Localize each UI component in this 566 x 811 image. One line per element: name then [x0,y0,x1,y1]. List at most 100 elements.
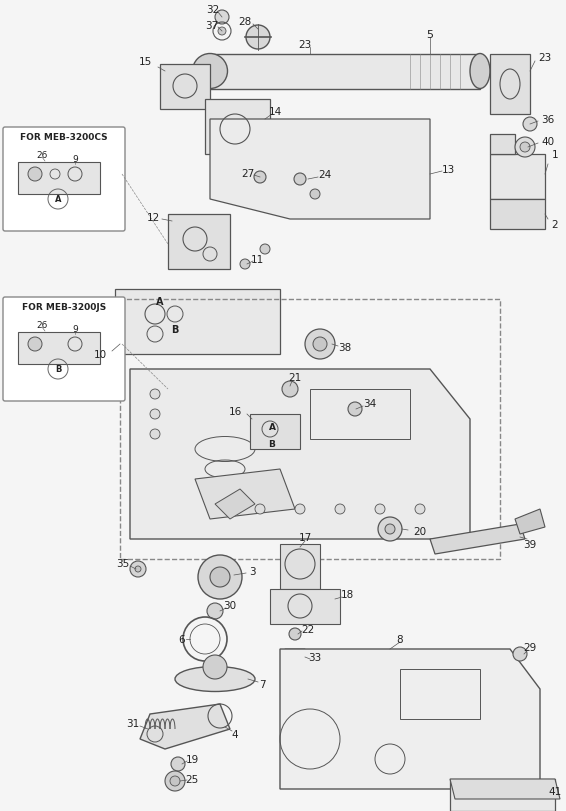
Text: 32: 32 [207,5,220,15]
Circle shape [28,168,42,182]
Text: 5: 5 [427,30,434,40]
Polygon shape [490,135,515,155]
Ellipse shape [175,667,255,692]
Circle shape [255,504,265,514]
Circle shape [28,337,42,351]
Polygon shape [210,55,480,90]
Text: 18: 18 [340,590,354,599]
Polygon shape [515,509,545,534]
Circle shape [260,245,270,255]
Text: 39: 39 [524,539,537,549]
Ellipse shape [192,54,228,89]
Text: B: B [55,365,61,374]
Polygon shape [205,100,270,155]
Circle shape [313,337,327,351]
Circle shape [165,771,185,791]
Polygon shape [490,55,530,115]
Text: 2: 2 [552,220,558,230]
Text: 10: 10 [93,350,106,359]
Text: 35: 35 [117,558,130,569]
Text: 25: 25 [186,774,199,784]
Text: 34: 34 [363,398,376,409]
Text: 31: 31 [126,718,140,728]
Text: 4: 4 [231,729,238,739]
Polygon shape [280,544,320,590]
Bar [400,669,480,719]
Text: 19: 19 [186,754,199,764]
Circle shape [207,603,223,620]
Polygon shape [282,649,308,664]
Polygon shape [430,525,525,554]
Polygon shape [130,370,470,539]
Polygon shape [140,704,230,749]
Text: 7: 7 [259,679,265,689]
Circle shape [150,389,160,400]
Polygon shape [115,290,280,354]
Text: 20: 20 [413,526,427,536]
FancyBboxPatch shape [3,298,125,401]
Text: 36: 36 [541,115,555,125]
Text: 38: 38 [338,342,351,353]
Polygon shape [450,779,555,811]
Polygon shape [270,590,340,624]
Text: 15: 15 [138,57,152,67]
Text: 14: 14 [268,107,282,117]
Text: B: B [171,324,179,335]
Circle shape [135,566,141,573]
FancyBboxPatch shape [3,128,125,232]
Text: 16: 16 [228,406,242,417]
Circle shape [523,118,537,132]
Circle shape [203,655,227,679]
Text: 29: 29 [524,642,537,652]
Text: 33: 33 [308,652,321,663]
Circle shape [170,776,180,786]
Circle shape [240,260,250,270]
Circle shape [385,525,395,534]
Circle shape [218,28,226,36]
Text: 26: 26 [36,320,48,329]
Circle shape [282,381,298,397]
Text: 8: 8 [397,634,404,644]
Circle shape [335,504,345,514]
Text: A: A [268,422,276,431]
Text: FOR MEB-3200JS: FOR MEB-3200JS [22,303,106,312]
Text: 6: 6 [179,634,185,644]
Text: A: A [55,195,61,204]
Polygon shape [168,215,230,270]
Text: 23: 23 [538,53,552,63]
Circle shape [246,26,270,50]
Text: 27: 27 [241,169,255,178]
Text: 13: 13 [441,165,454,175]
Text: 24: 24 [318,169,332,180]
Circle shape [415,504,425,514]
Text: B: B [268,440,276,449]
Bar [310,389,410,440]
Text: 26: 26 [36,150,48,159]
Circle shape [130,561,146,577]
Text: 40: 40 [542,137,555,147]
Text: 30: 30 [224,600,237,610]
Circle shape [348,402,362,417]
Circle shape [305,329,335,359]
Polygon shape [210,120,430,220]
Circle shape [198,556,242,599]
Polygon shape [450,779,560,799]
Text: 28: 28 [238,17,252,27]
Circle shape [210,568,230,587]
Ellipse shape [470,54,490,89]
Circle shape [295,504,305,514]
Polygon shape [490,200,545,230]
Circle shape [171,757,185,771]
Circle shape [520,143,530,152]
Text: 41: 41 [548,786,561,796]
Polygon shape [160,65,210,109]
Polygon shape [250,414,300,449]
Polygon shape [490,155,545,200]
Circle shape [150,430,160,440]
Circle shape [378,517,402,541]
Text: 23: 23 [298,40,312,50]
Circle shape [150,410,160,419]
Text: 17: 17 [298,532,312,543]
Circle shape [294,174,306,186]
Circle shape [515,138,535,158]
